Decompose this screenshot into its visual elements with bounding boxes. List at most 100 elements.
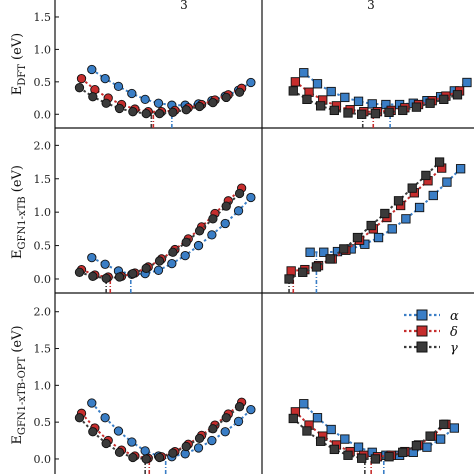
data-point-alpha — [153, 265, 164, 275]
panel-frames — [54, 0, 474, 474]
data-point-alpha — [414, 202, 425, 213]
data-point-gamma — [194, 101, 205, 112]
data-point-gamma — [366, 220, 376, 231]
data-point-gamma — [298, 267, 308, 277]
legend-item-delta: δ — [404, 325, 458, 340]
ylabel-row-1-sub: DFT — [17, 64, 28, 86]
data-point-gamma — [343, 108, 353, 118]
data-point-alpha — [220, 218, 230, 229]
data-point-gamma — [114, 103, 125, 114]
data-point-gamma — [311, 262, 322, 272]
ylabel-row-1: EDFT (eV) — [10, 33, 28, 96]
data-point-gamma — [168, 247, 178, 257]
data-point-gamma — [315, 101, 326, 111]
data-point-alpha — [87, 398, 97, 408]
ylabel-row-3-main: E — [10, 435, 25, 445]
data-point-gamma — [221, 413, 231, 423]
ytick-label: 0.0 — [34, 108, 52, 121]
data-point-gamma — [329, 444, 339, 455]
legend-marker-delta — [416, 325, 428, 337]
data-point-gamma — [128, 452, 138, 463]
data-point-gamma — [315, 436, 326, 446]
data-point-alpha — [353, 96, 364, 106]
data-point-gamma — [329, 105, 339, 116]
panel-5: 0.0 0.5 1.0 1.5 2.0 — [34, 306, 256, 474]
data-point-gamma — [439, 419, 449, 430]
data-point-gamma — [370, 454, 381, 464]
data-point-alpha — [435, 434, 446, 444]
data-point-gamma — [141, 263, 151, 273]
legend-label-alpha: α — [450, 309, 459, 324]
data-point-gamma — [114, 272, 125, 282]
data-point-gamma — [398, 447, 408, 457]
data-point-alpha — [353, 442, 364, 452]
ylabel-row-3: EGFN1-xTB-OPT (eV) — [10, 325, 28, 444]
data-point-gamma — [384, 452, 394, 462]
data-point-alpha — [127, 437, 137, 447]
panel-1: 0.0 0.5 1.0 1.5 — [34, 11, 256, 128]
data-point-gamma — [302, 426, 312, 436]
data-point-gamma — [88, 427, 98, 437]
data-point-gamma — [325, 254, 335, 264]
data-point-alpha — [113, 81, 124, 92]
data-point-gamma — [168, 448, 178, 458]
data-point-gamma — [101, 98, 111, 108]
data-point-alpha — [299, 399, 309, 409]
ytick-label: 0.5 — [34, 76, 52, 89]
data-point-alpha — [326, 86, 336, 97]
data-point-gamma — [234, 87, 245, 97]
data-point-alpha — [312, 79, 323, 89]
data-point-gamma — [288, 86, 298, 96]
series-line-delta — [80, 401, 243, 460]
data-point-gamma — [411, 441, 422, 451]
data-point-alpha — [87, 64, 97, 75]
data-point-alpha — [100, 413, 110, 423]
data-point-gamma — [168, 107, 178, 117]
data-point-alpha — [153, 98, 164, 108]
data-point-gamma — [425, 98, 435, 108]
ytick-label: 0.0 — [34, 273, 52, 286]
data-point-gamma — [439, 94, 449, 105]
data-point-gamma — [384, 107, 394, 117]
data-point-gamma — [154, 108, 165, 119]
data-point-alpha — [207, 230, 217, 240]
data-point-delta — [290, 77, 301, 87]
ytick-label: 0.5 — [34, 240, 52, 253]
data-point-gamma — [452, 90, 463, 100]
data-point-alpha — [246, 404, 256, 415]
data-point-gamma — [411, 102, 422, 112]
data-point-gamma — [181, 441, 191, 452]
data-point-gamma — [234, 188, 245, 199]
data-point-alpha — [305, 247, 315, 257]
data-point-alpha — [387, 224, 397, 234]
data-point-gamma — [208, 97, 218, 108]
panel-4 — [284, 157, 466, 293]
data-point-alpha — [233, 206, 244, 216]
data-point-gamma — [357, 109, 367, 119]
data-point-gamma — [370, 108, 381, 119]
data-point-gamma — [141, 454, 151, 464]
data-point-gamma — [221, 92, 231, 103]
data-point-alpha — [442, 177, 452, 187]
data-point-alpha — [373, 232, 384, 243]
data-point-alpha — [299, 68, 309, 78]
panel-6 — [288, 399, 459, 474]
legend-item-gamma: γ — [404, 341, 458, 356]
legend: α δ γ — [404, 309, 459, 356]
data-point-alpha — [140, 94, 150, 105]
data-point-gamma — [434, 157, 445, 167]
series-line-alpha — [303, 403, 455, 457]
ytick-label: 2.0 — [34, 139, 52, 152]
ylabel-row-1-unit: (eV) — [10, 33, 25, 64]
panels: 0.0 0.5 1.0 1.5 0.0 0.5 1.0 1.5 2.0 0.0 0.5 1.0 1.5 2… — [34, 11, 472, 474]
data-point-gamma — [208, 214, 218, 224]
data-point-gamma — [154, 256, 165, 266]
data-point-gamma — [194, 433, 205, 443]
data-point-delta — [286, 266, 296, 276]
data-point-gamma — [221, 201, 231, 211]
ytick-label: 0.5 — [34, 416, 52, 429]
top-note-left: 3 — [180, 0, 188, 12]
data-point-alpha — [100, 73, 110, 84]
data-point-gamma — [302, 94, 312, 105]
ytick-label: 2.0 — [34, 306, 52, 319]
